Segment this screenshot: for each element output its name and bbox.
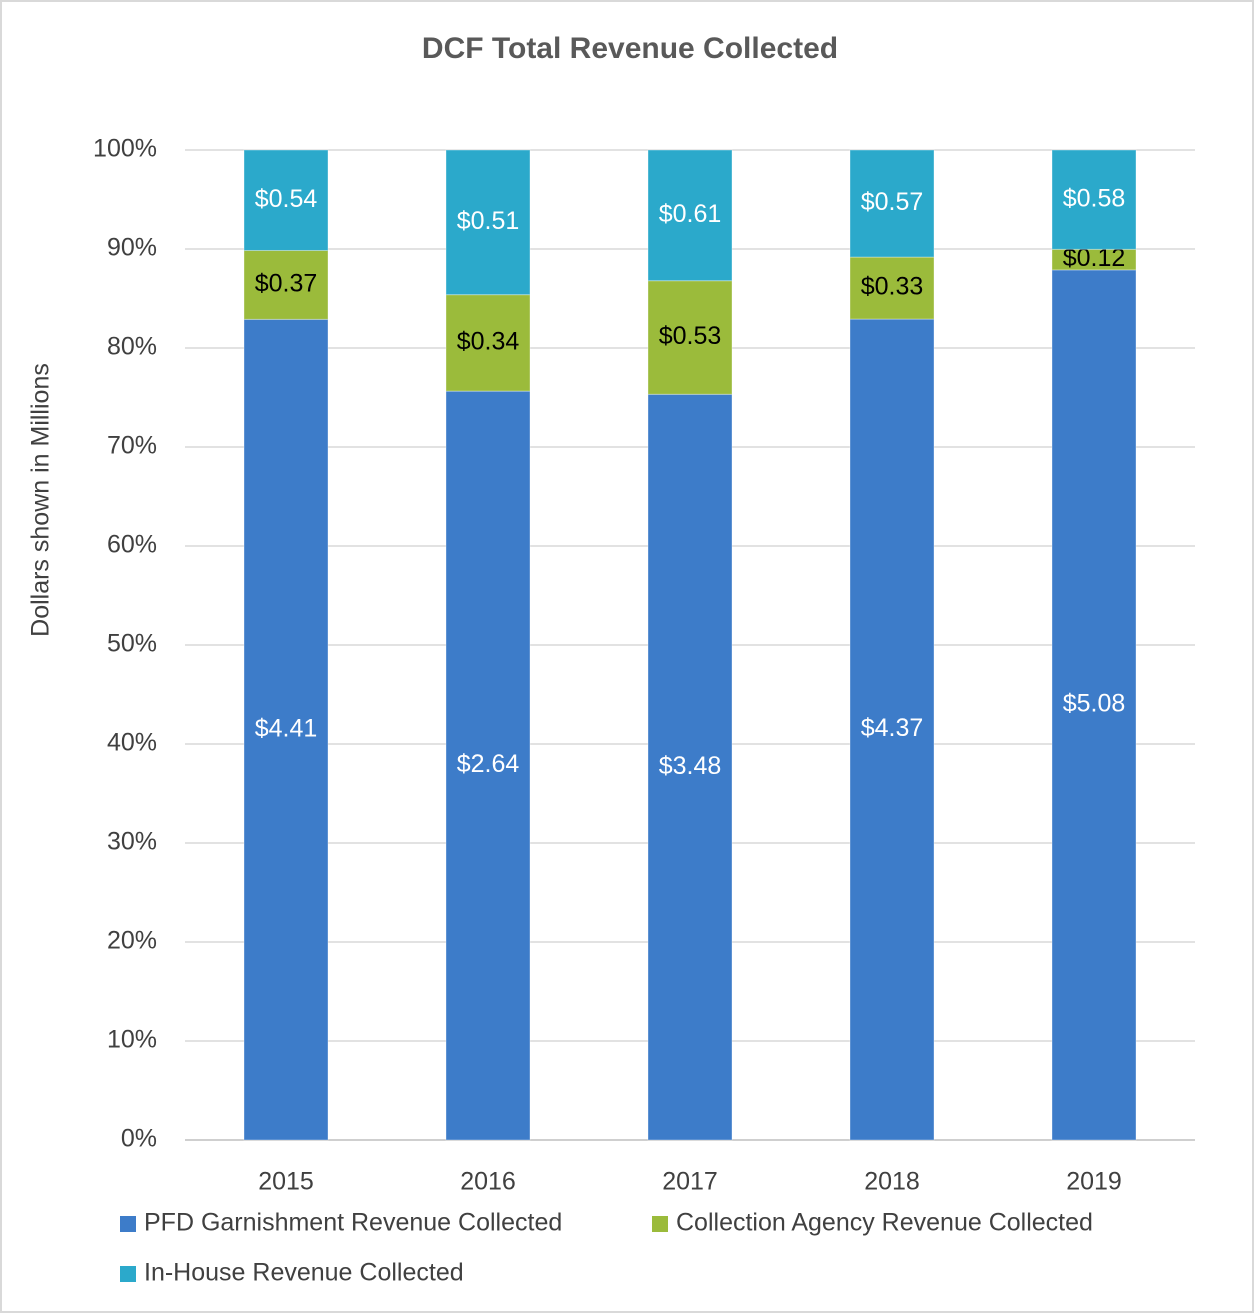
- x-tick-label: 2015: [258, 1168, 314, 1196]
- data-label: $3.48: [659, 752, 722, 780]
- data-label: $4.37: [861, 714, 924, 742]
- y-tick-label: 20%: [107, 927, 157, 955]
- y-tick-label: 40%: [107, 729, 157, 757]
- y-tick-label: 0%: [121, 1125, 157, 1153]
- data-label: $0.34: [457, 328, 520, 356]
- data-label: $5.08: [1063, 690, 1126, 718]
- bar-segment: [849, 256, 935, 320]
- bar-segment: [445, 390, 531, 1141]
- y-tick-label: 100%: [93, 135, 157, 163]
- y-tick-label: 60%: [107, 531, 157, 559]
- y-tick-label: 80%: [107, 333, 157, 361]
- data-label: $0.54: [255, 185, 318, 213]
- chart-title: DCF Total Revenue Collected: [422, 32, 838, 65]
- bar-segment: [647, 393, 733, 1141]
- bar-segment: [849, 149, 935, 258]
- legend-label: Collection Agency Revenue Collected: [676, 1209, 1093, 1237]
- legend-swatch: [652, 1216, 668, 1232]
- y-tick-label: 10%: [107, 1026, 157, 1054]
- bar-segment: [445, 294, 531, 392]
- data-label: $0.51: [457, 207, 520, 235]
- y-axis-label: Dollars shown in Millions: [27, 363, 55, 637]
- x-tick-label: 2016: [460, 1168, 516, 1196]
- x-tick-label: 2019: [1066, 1168, 1122, 1196]
- y-tick-label: 70%: [107, 432, 157, 460]
- bar-segment: [445, 149, 531, 296]
- bar-segment: [243, 249, 329, 320]
- bar-segment: [1051, 269, 1137, 1141]
- bar-segment: [849, 318, 935, 1141]
- data-label: $0.37: [255, 270, 318, 298]
- bar-segment: [243, 149, 329, 251]
- data-label: $0.33: [861, 273, 924, 301]
- data-label: $0.58: [1063, 184, 1126, 212]
- x-tick-label: 2018: [864, 1168, 920, 1196]
- legend-swatch: [120, 1266, 136, 1282]
- data-label: $4.41: [255, 714, 318, 742]
- bar-segment: [647, 280, 733, 395]
- bar-segment: [243, 318, 329, 1141]
- legend-label: In-House Revenue Collected: [144, 1259, 464, 1287]
- data-label: $0.57: [861, 188, 924, 216]
- y-tick-label: 30%: [107, 828, 157, 856]
- x-tick-label: 2017: [662, 1168, 718, 1196]
- data-label: $0.61: [659, 200, 722, 228]
- data-label: $2.64: [457, 750, 520, 778]
- legend-label: PFD Garnishment Revenue Collected: [144, 1209, 562, 1237]
- bar-segment: [1051, 149, 1137, 250]
- data-label: $0.53: [659, 322, 722, 350]
- bar-segment: [647, 149, 733, 282]
- y-tick-label: 90%: [107, 234, 157, 262]
- y-tick-label: 50%: [107, 630, 157, 658]
- legend-swatch: [120, 1216, 136, 1232]
